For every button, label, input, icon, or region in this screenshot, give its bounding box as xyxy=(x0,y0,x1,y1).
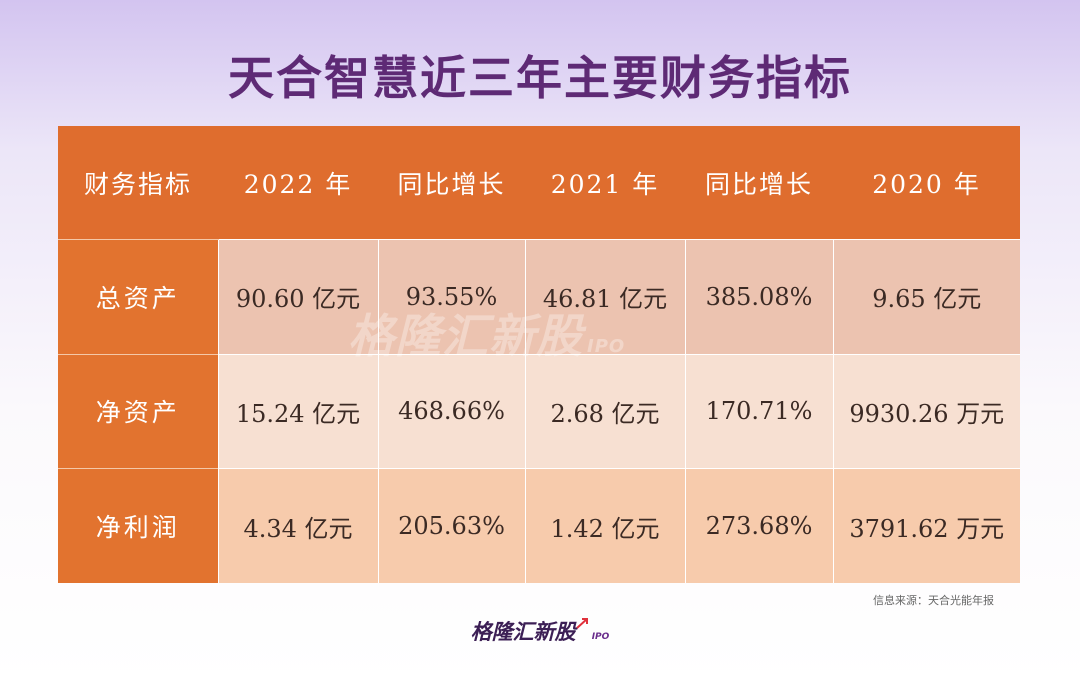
column-header: 2020 年 xyxy=(833,126,1020,240)
row-label: 总资产 xyxy=(58,239,218,354)
table-cell: 46.81 亿元 xyxy=(524,239,685,354)
table-cell: 3791.62 万元 xyxy=(832,468,1020,583)
logo-text: 格隆汇新股 xyxy=(470,620,576,644)
brand-logo: 格隆汇新股 IPO xyxy=(0,616,1080,646)
table-cell: 2.68 亿元 xyxy=(524,353,685,469)
table-cell: 273.68% xyxy=(684,468,833,583)
column-header: 同比增长 xyxy=(378,126,525,240)
source-note: 信息来源：天合光能年报 xyxy=(873,594,994,607)
column-header: 2022 年 xyxy=(218,126,378,240)
table-cell: 4.34 亿元 xyxy=(217,468,378,583)
row-label: 净资产 xyxy=(58,353,218,469)
table-cell: 9.65 亿元 xyxy=(832,239,1020,354)
table-cell: 205.63% xyxy=(377,468,525,583)
table-cell: 15.24 亿元 xyxy=(217,353,378,469)
logo-sub: IPO xyxy=(591,632,610,642)
financial-table-container: 财务指标 2022 年 同比增长 2021 年 同比增长 2020 年 总资产 … xyxy=(58,126,1020,583)
table-cell: 170.71% xyxy=(684,353,833,469)
arrow-up-icon xyxy=(576,618,588,629)
table-row: 总资产 90.60 亿元 93.55% 46.81 亿元 385.08% 9.6… xyxy=(58,239,1020,354)
table-row: 净利润 4.34 亿元 205.63% 1.42 亿元 273.68% 3791… xyxy=(58,468,1020,583)
table-row: 净资产 15.24 亿元 468.66% 2.68 亿元 170.71% 993… xyxy=(58,353,1020,469)
row-label: 净利润 xyxy=(58,468,218,583)
page-title: 天合智慧近三年主要财务指标 xyxy=(228,51,852,105)
table-header-row: 财务指标 2022 年 同比增长 2021 年 同比增长 2020 年 xyxy=(58,126,1020,240)
table-cell: 93.55% xyxy=(377,239,525,354)
table-cell: 385.08% xyxy=(684,239,833,354)
table-cell: 90.60 亿元 xyxy=(217,239,378,354)
table-cell: 9930.26 万元 xyxy=(832,353,1020,469)
table-cell: 468.66% xyxy=(377,353,525,469)
financial-table: 财务指标 2022 年 同比增长 2021 年 同比增长 2020 年 总资产 … xyxy=(58,126,1020,583)
column-header: 同比增长 xyxy=(685,126,833,240)
table-cell: 1.42 亿元 xyxy=(524,468,685,583)
column-header: 2021 年 xyxy=(525,126,685,240)
column-header: 财务指标 xyxy=(58,126,218,240)
